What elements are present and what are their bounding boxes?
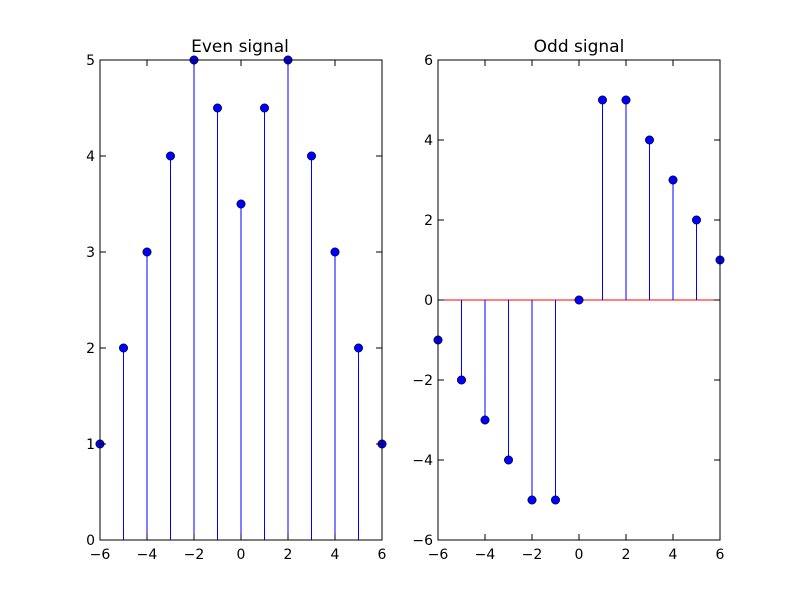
x-tick-label: −2: [522, 547, 543, 563]
y-tick-label: 5: [86, 53, 95, 69]
y-tick-label: 2: [424, 213, 433, 229]
x-tick-label: 4: [669, 547, 678, 563]
data-point: [259, 103, 269, 113]
x-tick-label: −6: [428, 547, 449, 563]
data-point: [621, 95, 631, 105]
chart-title: Odd signal: [534, 37, 625, 57]
even-signal-chart: Even signal −6 −4 −2 0 2 4 6 0 1 2 3 4 5: [86, 37, 386, 563]
data-point: [597, 95, 607, 105]
y-tick-label: 2: [86, 341, 95, 357]
y-tick-label: 4: [86, 149, 95, 165]
data-point: [527, 495, 537, 505]
y-tick-label: 0: [424, 293, 433, 309]
data-point: [353, 343, 363, 353]
y-tick-label: 3: [86, 245, 95, 261]
x-tick-label: −2: [184, 547, 205, 563]
y-tick-label: −6: [412, 533, 433, 549]
x-tick-label: −6: [90, 547, 111, 563]
x-tick-label: −4: [475, 547, 496, 563]
data-point: [574, 295, 584, 305]
data-point: [142, 247, 152, 257]
data-point: [236, 199, 246, 209]
data-point: [306, 151, 316, 161]
data-point: [456, 375, 466, 385]
data-point: [166, 151, 176, 161]
chart-title: Even signal: [191, 37, 289, 57]
data-point: [691, 215, 701, 225]
data-point: [668, 175, 678, 185]
y-tick-label: −4: [412, 453, 433, 469]
data-point: [644, 135, 654, 145]
x-tick-label: 2: [622, 547, 631, 563]
data-point: [480, 415, 490, 425]
y-tick-label: −2: [412, 373, 433, 389]
x-tick-label: 4: [331, 547, 340, 563]
x-tick-label: 6: [378, 547, 387, 563]
data-point: [550, 495, 560, 505]
data-point: [330, 247, 340, 257]
data-point: [503, 455, 513, 465]
x-tick-label: −4: [137, 547, 158, 563]
data-point: [213, 103, 223, 113]
x-tick-label: 6: [716, 547, 725, 563]
y-tick-label: 6: [424, 53, 433, 69]
data-point: [119, 343, 129, 353]
odd-signal-chart: Odd signal −6 −4 −2 0 2 4 6 −6 −4 −2 0 2 4 6: [412, 37, 724, 563]
x-tick-label: 0: [237, 547, 246, 563]
y-tick-label: 4: [424, 133, 433, 149]
x-tick-label: 2: [284, 547, 293, 563]
x-tick-label: 0: [575, 547, 584, 563]
y-tick-label: 0: [86, 533, 95, 549]
y-tick-label: 1: [86, 437, 95, 453]
